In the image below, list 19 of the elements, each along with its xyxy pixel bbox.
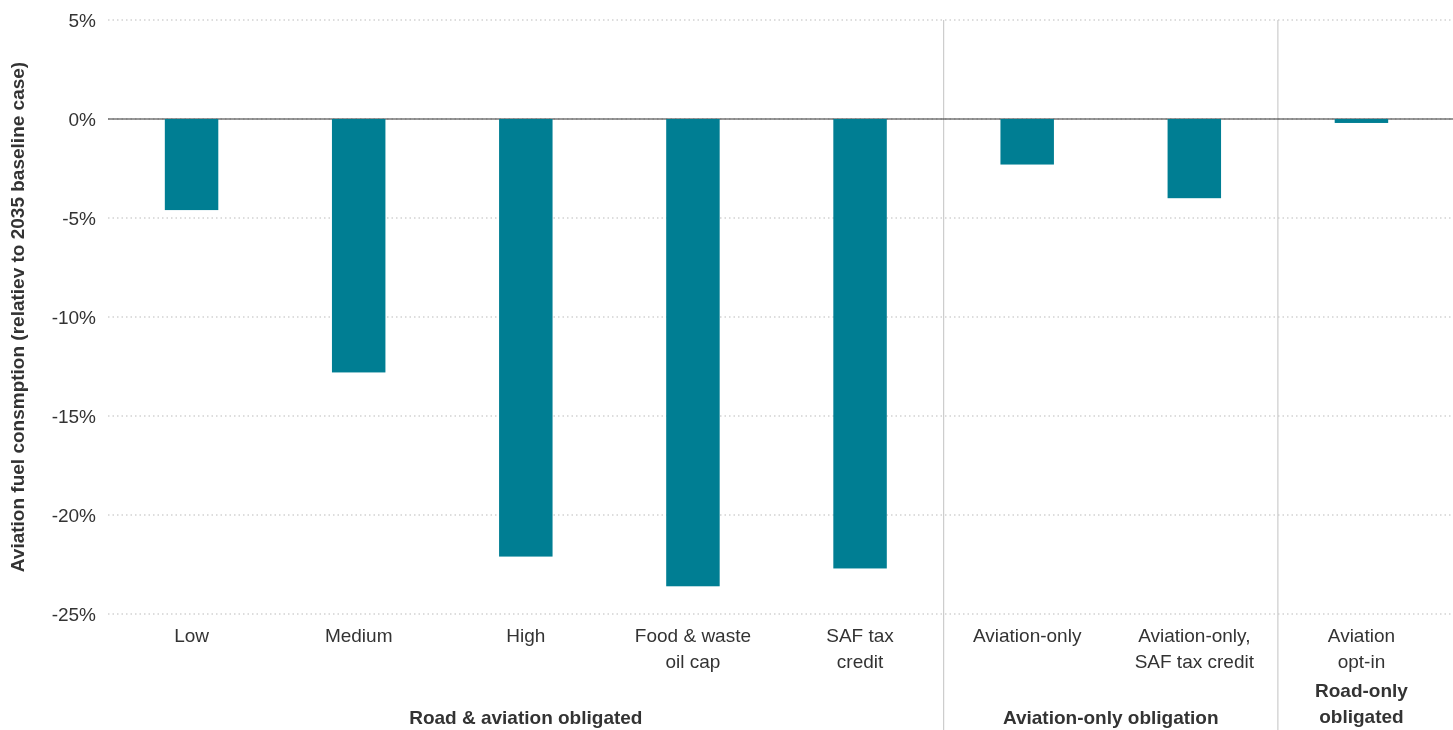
- y-tick-label: 0%: [68, 108, 97, 130]
- y-tick-label: -5%: [62, 207, 97, 229]
- y-tick-label: -10%: [51, 306, 97, 328]
- x-tick-label: Aviation-only: [972, 625, 1082, 646]
- x-tick-label: Aviation opt-in: [1327, 625, 1396, 672]
- x-tick-label: Low: [174, 625, 210, 646]
- x-tick-label: High: [506, 625, 546, 646]
- text: Road & aviation obligated: [409, 707, 643, 728]
- text: Aviation-only obligation: [1002, 707, 1219, 728]
- x-tick-label: Medium: [324, 625, 393, 646]
- x-tick-label: SAF tax credit: [826, 625, 895, 672]
- y-axis-title: Aviation fuel consmption (relatiev to 2035 baseline case): [7, 61, 28, 573]
- y-tick-label: 5%: [68, 9, 97, 31]
- y-tick-label: -25%: [51, 603, 97, 625]
- x-tick-label: Aviation-only, SAF tax credit: [1134, 625, 1255, 672]
- y-tick-label: -20%: [51, 504, 97, 526]
- y-tick-label: -15%: [51, 405, 97, 427]
- text: Road-only obligated: [1314, 680, 1409, 727]
- x-tick-label: Food & waste oil cap: [634, 625, 752, 672]
